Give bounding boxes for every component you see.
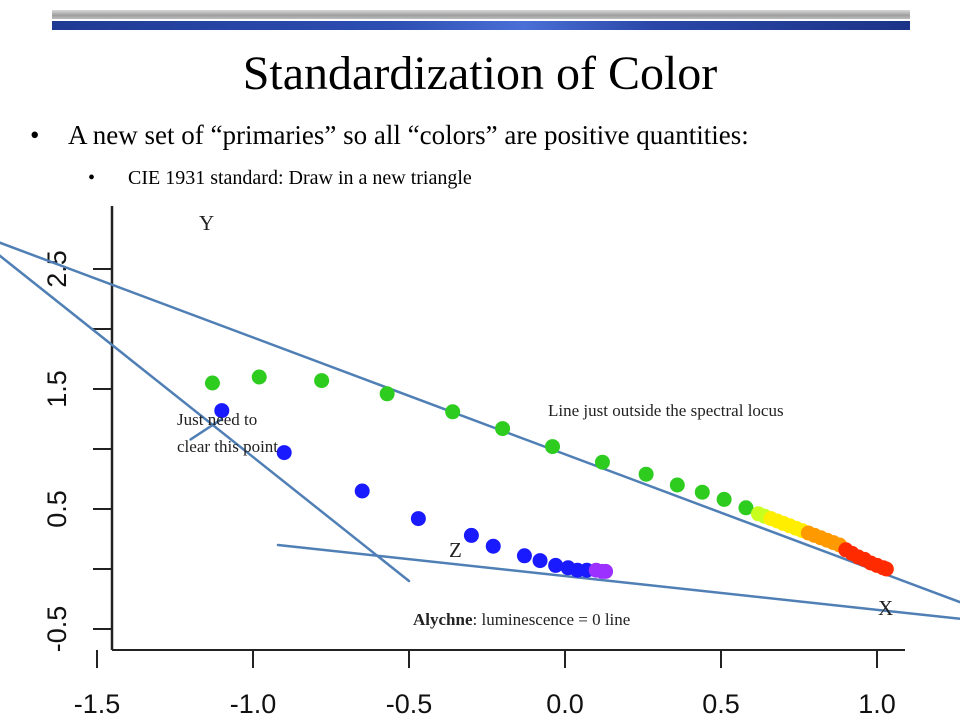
label-z-primary: Z <box>449 538 462 562</box>
line-clear-point <box>0 254 411 583</box>
locus-point <box>878 561 894 577</box>
locus-point <box>485 538 501 554</box>
x-tick-label: -1.5 <box>74 689 121 719</box>
locus-point <box>548 557 564 573</box>
x-tick-label: 0.5 <box>702 689 740 719</box>
locus-point <box>276 445 292 461</box>
locus-point <box>716 491 732 507</box>
y-tick-label: 0.5 <box>42 490 72 528</box>
locus-point <box>495 421 511 437</box>
locus-point <box>379 386 395 402</box>
top-decorative-bar <box>52 10 910 32</box>
top-bar-grey-stripe <box>52 10 910 19</box>
locus-point <box>638 466 654 482</box>
annotation-locus-note: Line just outside the spectral locus <box>548 401 784 420</box>
y-tick-label: 1.5 <box>42 370 72 408</box>
locus-point <box>354 483 370 499</box>
label-y-primary: Y <box>199 211 214 235</box>
locus-point <box>694 484 710 500</box>
locus-point <box>445 404 461 420</box>
bullet-sub-glyph: • <box>88 167 96 189</box>
locus-point <box>463 527 479 543</box>
x-ticks: -2.0-1.5-1.0-0.50.00.51.01.5 <box>74 650 896 719</box>
locus-point <box>598 563 614 579</box>
locus-point <box>532 553 548 569</box>
x-tick-label: -0.5 <box>386 689 433 719</box>
y-ticks: -0.50.51.52.5 <box>42 250 112 652</box>
annotation-alychne-rest: : luminescence = 0 line <box>473 610 631 629</box>
top-bar-blue-stripe <box>52 21 910 30</box>
locus-point <box>214 403 230 419</box>
x-tick-label: -1.0 <box>230 689 277 719</box>
bullet-main-text: A new set of “primaries” so all “colors”… <box>68 120 749 150</box>
annotation-clear-point-line1: Just need to <box>177 410 257 429</box>
locus-point <box>410 511 426 527</box>
line-alychne <box>276 543 960 621</box>
annotation-alychne-bold: Alychne <box>413 610 473 629</box>
locus-point <box>738 500 754 516</box>
x-tick-label: 1.0 <box>858 689 896 719</box>
annotation-clear-point-line2: clear this point <box>177 437 278 456</box>
line-pointer <box>189 417 224 441</box>
label-x-primary: X <box>878 596 893 620</box>
locus-point <box>516 548 532 564</box>
bullet-main: • A new set of “primaries” so all “colors… <box>30 117 749 153</box>
locus-point <box>204 375 220 391</box>
slide-title: Standardization of Color <box>242 47 718 100</box>
x-tick-label: 0.0 <box>546 689 584 719</box>
bullet-main-glyph: • <box>30 120 40 150</box>
locus-point <box>251 369 267 385</box>
locus-point <box>545 439 561 455</box>
annotation-alychne: Alychne: luminescence = 0 line <box>413 610 630 629</box>
bullet-sub-text: CIE 1931 standard: Draw in a new triangl… <box>128 167 472 189</box>
y-tick-label: -0.5 <box>42 606 72 653</box>
locus-point <box>669 477 685 493</box>
spectral-locus-points <box>204 369 894 579</box>
locus-point <box>314 373 330 389</box>
locus-point <box>594 454 610 470</box>
bullet-sub: • CIE 1931 standard: Draw in a new triang… <box>88 164 472 192</box>
